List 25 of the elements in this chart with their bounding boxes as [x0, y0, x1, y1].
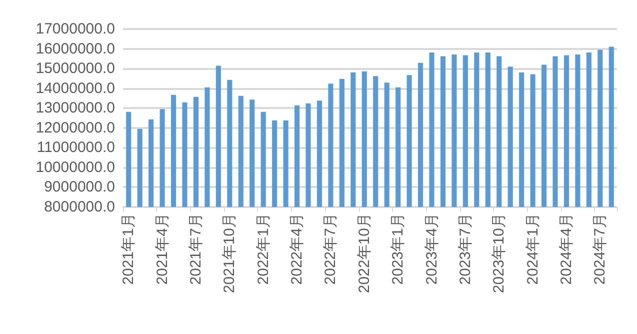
y-tick-label: 12000000.0 [36, 119, 115, 136]
y-tick-label: 14000000.0 [36, 80, 115, 97]
x-tick-label: 2021年4月 [154, 213, 171, 285]
y-tick-label: 10000000.0 [36, 158, 115, 176]
y-tick-label: 13000000.0 [36, 100, 115, 117]
y-tick-label: 8000000.0 [44, 198, 115, 216]
x-tick-label: 2021年7月 [187, 213, 204, 285]
y-tick-label: 15000000.0 [36, 60, 115, 78]
x-tick-label: 2022年7月 [322, 213, 340, 285]
y-tick-label: 11000000.0 [36, 139, 115, 156]
x-tick-label: 2023年4月 [423, 213, 440, 285]
y-tick-label: 16000000.0 [36, 40, 115, 58]
y-tick-label: 17000000.0 [36, 20, 115, 38]
x-tick-label: 2023年1月 [390, 213, 407, 285]
x-tick-label: 2022年10月 [356, 213, 373, 294]
y-tick-label: 9000000.0 [44, 178, 115, 196]
x-tick-label: 2022年1月 [254, 213, 272, 285]
x-tick-label: 2024年4月 [558, 213, 575, 285]
x-tick-label: 2021年10月 [221, 213, 238, 294]
x-tick-label: 2024年7月 [592, 213, 609, 285]
x-tick-label: 2022年4月 [288, 213, 306, 285]
x-tick-label: 2023年7月 [456, 213, 474, 285]
x-tick-label: 2021年1月 [120, 213, 138, 285]
x-tick-label: 2023年10月 [490, 213, 508, 294]
x-tick-label: 2024年1月 [524, 213, 542, 285]
